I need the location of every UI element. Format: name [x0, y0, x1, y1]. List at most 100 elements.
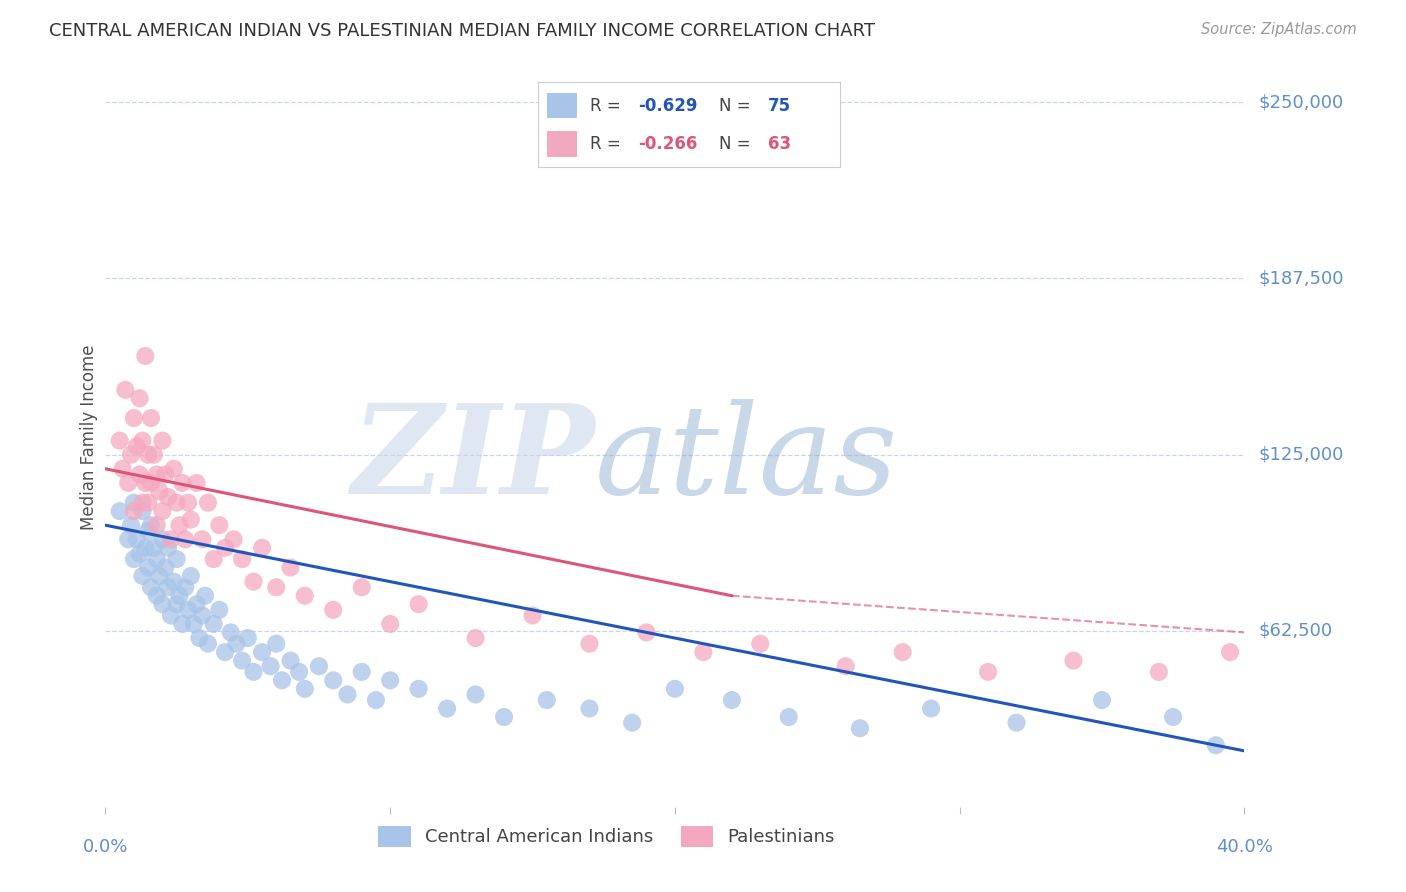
Point [142, 541, 165, 555]
Point [122, 411, 145, 425]
Point [977, 665, 1000, 679]
Point [1219, 645, 1241, 659]
Text: CENTRAL AMERICAN INDIAN VS PALESTINIAN MEDIAN FAMILY INCOME CORRELATION CHART: CENTRAL AMERICAN INDIAN VS PALESTINIAN M… [49, 22, 875, 40]
Point [131, 434, 153, 448]
Point [621, 715, 644, 730]
Point [1091, 693, 1114, 707]
Point [1005, 715, 1028, 730]
Point [188, 631, 211, 645]
Point [231, 552, 253, 566]
Point [208, 603, 231, 617]
Point [350, 665, 373, 679]
Point [225, 637, 247, 651]
Point [191, 608, 214, 623]
Point [169, 518, 191, 533]
Point [166, 496, 188, 510]
Point [280, 654, 302, 668]
Point [186, 597, 208, 611]
Point [264, 637, 288, 651]
Point [134, 541, 156, 555]
Text: 40.0%: 40.0% [1216, 838, 1272, 855]
Point [139, 475, 162, 490]
Point [464, 631, 486, 645]
Point [160, 533, 183, 547]
Point [157, 490, 180, 504]
Point [250, 541, 273, 555]
Text: atlas: atlas [595, 399, 898, 520]
Point [1205, 738, 1227, 752]
Point [122, 504, 145, 518]
Point [271, 673, 294, 688]
Point [259, 659, 281, 673]
Point [242, 665, 264, 679]
Point [139, 411, 162, 425]
Point [136, 560, 159, 574]
Point [155, 560, 177, 574]
Legend: Central American Indians, Palestinians: Central American Indians, Palestinians [371, 819, 842, 854]
Point [152, 504, 174, 518]
Point [136, 448, 159, 462]
Text: 0.0%: 0.0% [83, 838, 128, 855]
Point [720, 693, 742, 707]
Point [264, 580, 288, 594]
Point [408, 597, 430, 611]
Point [148, 569, 170, 583]
Point [749, 637, 772, 651]
Point [125, 439, 148, 453]
Point [152, 597, 174, 611]
Point [578, 701, 600, 715]
Point [122, 496, 145, 510]
Point [136, 524, 159, 538]
Point [294, 681, 316, 696]
Text: $125,000: $125,000 [1258, 446, 1344, 464]
Point [131, 496, 153, 510]
Y-axis label: Median Family Income: Median Family Income [80, 344, 98, 530]
Point [117, 533, 139, 547]
Point [163, 462, 186, 476]
Point [378, 616, 402, 631]
Point [408, 681, 430, 696]
Point [145, 467, 167, 482]
Point [835, 659, 858, 673]
Point [250, 645, 273, 659]
Point [222, 533, 245, 547]
Point [336, 688, 359, 702]
Point [155, 467, 177, 482]
Point [214, 645, 236, 659]
Point [180, 512, 202, 526]
Point [197, 637, 219, 651]
Point [664, 681, 686, 696]
Point [148, 484, 170, 499]
Point [522, 608, 544, 623]
Point [108, 434, 131, 448]
Point [1147, 665, 1170, 679]
Text: $187,500: $187,500 [1258, 269, 1344, 287]
Point [194, 589, 217, 603]
Point [294, 589, 316, 603]
Point [191, 533, 214, 547]
Point [157, 541, 180, 555]
Point [145, 518, 167, 533]
Point [1161, 710, 1184, 724]
Point [131, 569, 153, 583]
Point [492, 710, 515, 724]
Point [139, 518, 162, 533]
Point [242, 574, 264, 589]
Point [134, 475, 156, 490]
Point [120, 448, 142, 462]
Point [139, 580, 162, 594]
Point [172, 616, 194, 631]
Point [288, 665, 311, 679]
Point [636, 625, 658, 640]
Point [219, 625, 242, 640]
Point [145, 552, 167, 566]
Point [180, 569, 202, 583]
Point [134, 349, 156, 363]
Point [163, 574, 186, 589]
Point [166, 597, 188, 611]
Point [157, 580, 180, 594]
Point [578, 637, 600, 651]
Point [322, 673, 344, 688]
Point [849, 721, 872, 735]
Point [692, 645, 714, 659]
